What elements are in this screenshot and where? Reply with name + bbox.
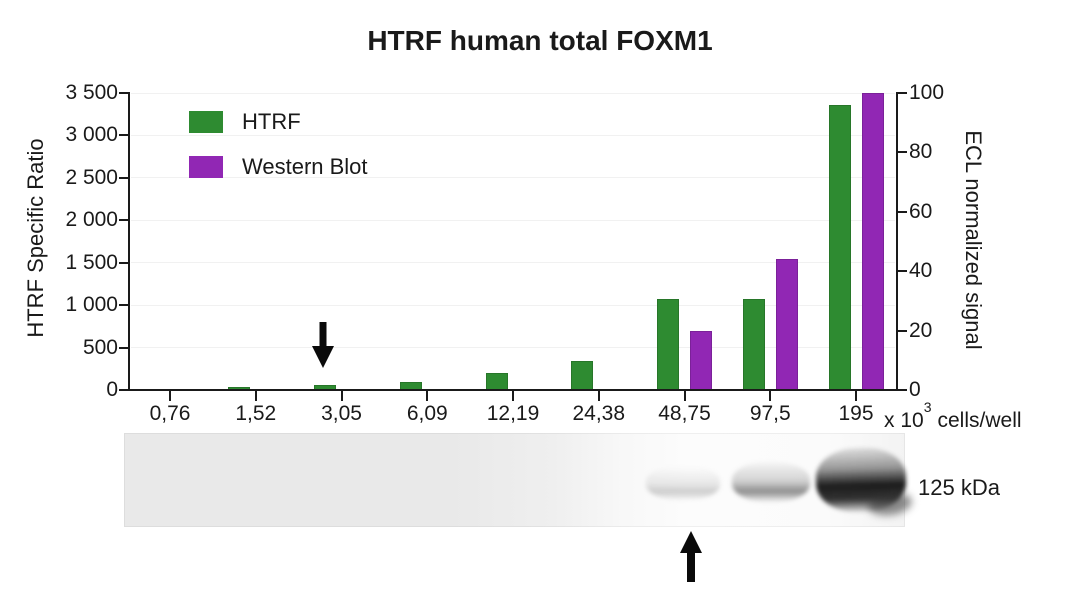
right-tick (898, 92, 907, 94)
bottom-tick (597, 390, 600, 401)
bar-htrf-3,05 (314, 385, 336, 390)
right-tick (898, 210, 907, 213)
right-tick-label: 60 (909, 199, 933, 223)
x-tick-label: 195 (838, 402, 874, 425)
right-tick-label: 80 (909, 140, 933, 164)
bar-htrf-24,38 (571, 361, 594, 390)
right-tick (898, 389, 907, 391)
up-arrow-icon (680, 531, 702, 582)
left-tick (119, 304, 128, 307)
left-tick-label: 0 (106, 378, 118, 401)
left-tick-label: 2 500 (65, 165, 118, 189)
right-tick-label: 40 (909, 259, 933, 283)
bar-western-blot-48,75 (690, 330, 712, 390)
left-tick-label: 3 000 (65, 123, 118, 147)
gridline (131, 347, 895, 349)
gridline (131, 177, 895, 179)
legend-swatch-htrf (189, 111, 223, 133)
left-tick (119, 134, 128, 137)
right-axis-line (896, 92, 898, 391)
right-tick-label: 100 (909, 81, 945, 104)
bottom-tick (512, 390, 514, 401)
blot-band-medium (732, 462, 810, 502)
right-axis-title: ECL normalized signal (961, 130, 986, 350)
x-tick-label: 3,05 (321, 402, 362, 425)
gridline (131, 304, 895, 306)
left-tick (119, 92, 128, 94)
left-tick (119, 176, 128, 179)
bar-htrf-6,09 (399, 381, 422, 390)
legend-item-western-blot: Western Blot (189, 154, 368, 179)
left-axis-line (128, 92, 130, 391)
x-tick-label: 12,19 (486, 402, 540, 425)
bottom-tick (855, 390, 857, 401)
down-arrow-icon (312, 322, 334, 368)
blot-band-faint (646, 466, 720, 500)
legend: HTRF Western Blot (189, 109, 368, 201)
right-tick-label: 20 (909, 318, 933, 342)
left-tick (119, 219, 128, 222)
gridline (131, 219, 895, 221)
legend-swatch-western-blot (189, 156, 223, 178)
right-tick (898, 270, 907, 273)
bar-htrf-1,52 (228, 387, 251, 390)
bottom-tick (426, 390, 429, 401)
legend-label-htrf: HTRF (242, 109, 301, 134)
x-tick-label: 6,09 (406, 402, 448, 425)
bottom-tick (169, 390, 171, 401)
x-unit-exponent: 3 (923, 399, 932, 415)
left-tick-label: 500 (82, 335, 118, 359)
bar-htrf-48,75 (657, 299, 679, 390)
bar-htrf-195 (828, 104, 851, 390)
gridline (131, 134, 895, 136)
left-tick (119, 261, 128, 264)
left-tick-label: 1 500 (65, 250, 118, 274)
left-tick (119, 389, 128, 391)
x-tick-label: 97,5 (749, 402, 791, 425)
left-tick-label: 1 000 (65, 293, 118, 317)
bar-htrf-12,19 (485, 373, 508, 390)
x-tick-label: 0,76 (149, 402, 191, 425)
gridline (131, 262, 895, 264)
western-blot-strip (124, 433, 914, 527)
bottom-tick (769, 390, 772, 401)
x-tick-label: 24,38 (572, 402, 626, 425)
right-tick (898, 151, 907, 154)
gridline (131, 92, 895, 94)
x-unit-prefix: x 10 (884, 409, 924, 432)
right-tick-label: 0 (909, 378, 921, 401)
legend-item-htrf: HTRF (189, 109, 368, 134)
right-tick (898, 329, 907, 332)
chart-title: HTRF human total FOXM1 (367, 25, 713, 56)
legend-label-western-blot: Western Blot (242, 154, 368, 179)
left-tick-label: 2 000 (65, 208, 118, 232)
left-tick (119, 346, 128, 349)
x-axis-unit: x 103 cells/well (884, 399, 1022, 432)
bar-htrf-97,5 (742, 298, 765, 390)
left-tick-label: 3 500 (65, 81, 118, 104)
bottom-tick (254, 390, 257, 401)
bottom-tick (340, 390, 343, 401)
x-tick-label: 48,75 (658, 402, 711, 425)
x-unit-suffix: cells/well (937, 409, 1022, 432)
bar-western-blot-195 (861, 93, 884, 390)
bottom-tick (683, 390, 686, 401)
bar-western-blot-97,5 (775, 259, 798, 390)
molecular-weight-label: 125 kDa (918, 475, 1000, 500)
x-tick-label: 1,52 (235, 402, 277, 425)
